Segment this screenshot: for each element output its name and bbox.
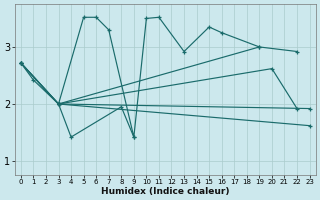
X-axis label: Humidex (Indice chaleur): Humidex (Indice chaleur) (101, 187, 229, 196)
